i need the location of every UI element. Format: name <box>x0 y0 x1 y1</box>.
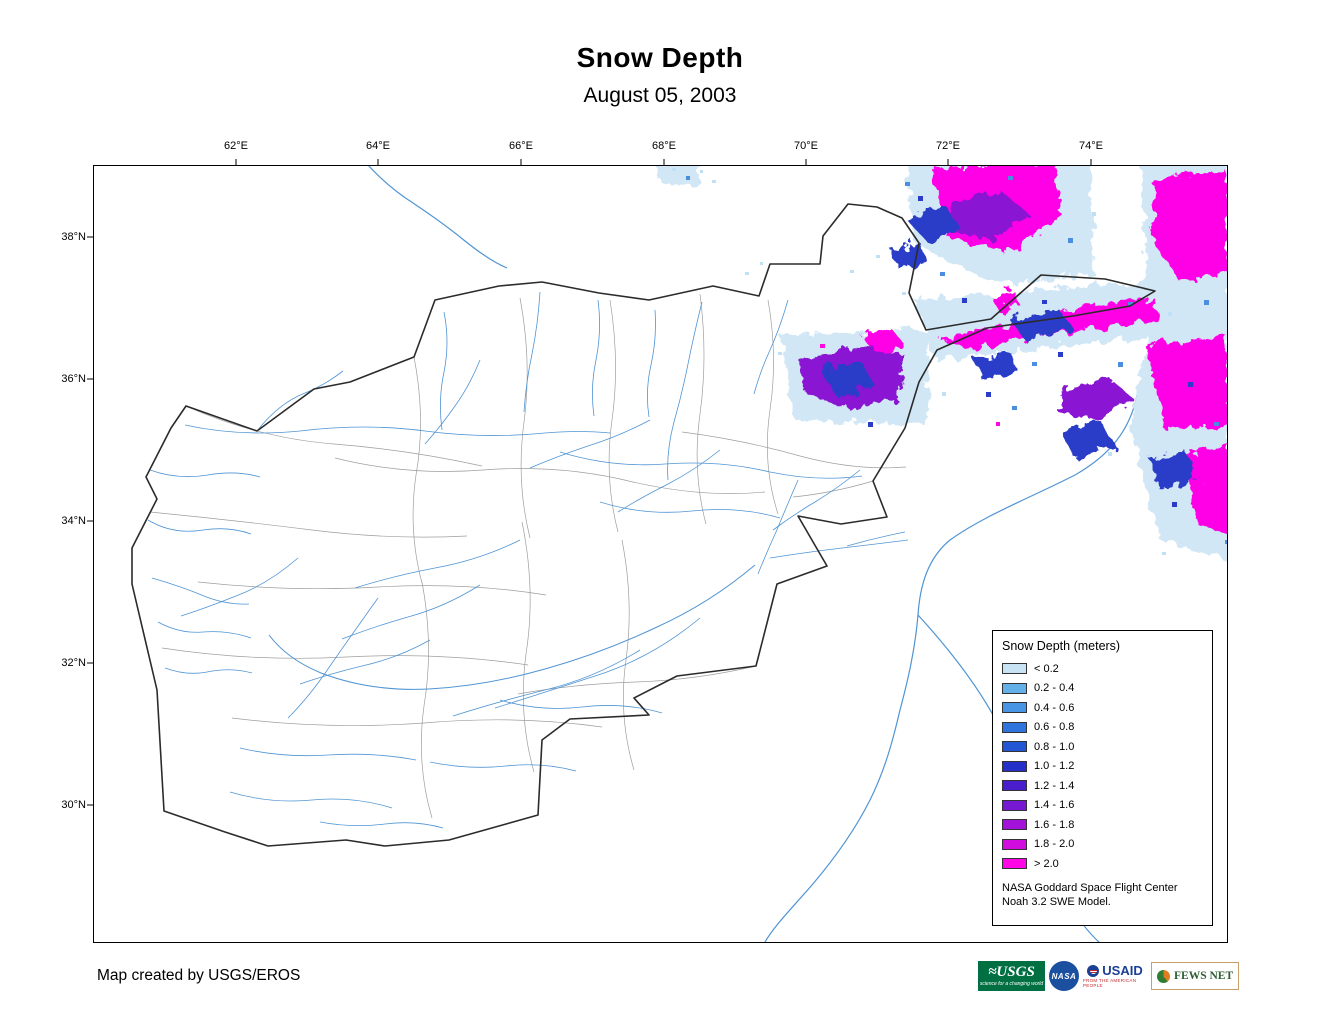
usaid-logo-text: USAID <box>1102 963 1143 978</box>
legend-swatch <box>1002 663 1027 675</box>
legend-item: 0.8 - 1.0 <box>1002 737 1203 757</box>
legend-item: 0.4 - 0.6 <box>1002 698 1203 718</box>
lat-tick-label: 38°N <box>61 231 86 243</box>
legend-attribution: NASA Goddard Space Flight Center Noah 3.… <box>1002 881 1203 909</box>
nasa-logo: NASA <box>1049 961 1079 991</box>
legend-swatch <box>1002 819 1027 831</box>
legend-attribution-line1: NASA Goddard Space Flight Center <box>1002 881 1178 894</box>
rivers-layer <box>147 291 909 829</box>
lon-tick-label: 74°E <box>1079 140 1103 152</box>
legend-attribution-line2: Noah 3.2 SWE Model. <box>1002 895 1111 908</box>
legend-item: 1.8 - 2.0 <box>1002 835 1203 855</box>
lat-tick-label: 34°N <box>61 515 86 527</box>
fewsnet-emblem-icon <box>1157 969 1170 983</box>
legend-item: 1.2 - 1.4 <box>1002 776 1203 796</box>
lon-tick-label: 66°E <box>509 140 533 152</box>
page-subtitle: August 05, 2003 <box>583 84 737 107</box>
legend-title: Snow Depth (meters) <box>1002 639 1121 653</box>
watershed-layer <box>149 293 907 819</box>
legend-item-label: 1.0 - 1.2 <box>1034 760 1075 773</box>
usgs-logo-tagline: science for a changing world <box>979 981 1044 987</box>
lon-tick-label: 64°E <box>366 140 390 152</box>
legend-item-label: 0.2 - 0.4 <box>1034 682 1075 695</box>
usaid-emblem-icon <box>1087 964 1100 977</box>
legend-item: 0.6 - 0.8 <box>1002 718 1203 738</box>
usaid-logo: USAID FROM THE AMERICAN PEOPLE <box>1083 961 1147 991</box>
lon-tick-label: 62°E <box>224 140 248 152</box>
legend-item-label: > 2.0 <box>1034 857 1059 870</box>
lat-tick-label: 32°N <box>61 657 86 669</box>
legend-item: 0.2 - 0.4 <box>1002 679 1203 699</box>
usgs-logo: ≈USGS science for a changing world <box>978 961 1045 991</box>
country-border <box>131 203 1156 847</box>
legend-swatch <box>1002 721 1027 733</box>
nasa-logo-text: NASA <box>1051 971 1077 981</box>
legend-item-label: 0.4 - 0.6 <box>1034 701 1075 714</box>
usaid-logo-tagline: FROM THE AMERICAN PEOPLE <box>1083 978 1137 988</box>
legend-items: < 0.2 0.2 - 0.4 0.4 - 0.6 0.6 - 0.8 0.8 - 1.… <box>1002 659 1203 874</box>
legend-swatch <box>1002 799 1027 811</box>
legend-swatch <box>1002 780 1027 792</box>
legend-item-label: 0.8 - 1.0 <box>1034 740 1075 753</box>
logo-strip: ≈USGS science for a changing world NASA … <box>978 960 1240 992</box>
fewsnet-logo-text: FEWS NET <box>1174 970 1234 982</box>
snow-speckles <box>672 168 1227 555</box>
legend-swatch <box>1002 682 1027 694</box>
lon-tick-label: 70°E <box>794 140 818 152</box>
map-frame <box>87 159 1228 943</box>
usgs-logo-text: ≈USGS <box>988 964 1035 980</box>
legend-swatch <box>1002 702 1027 714</box>
legend-swatch <box>1002 741 1027 753</box>
lon-tick-label: 72°E <box>936 140 960 152</box>
legend-item: 1.6 - 1.8 <box>1002 815 1203 835</box>
legend-item-label: 1.4 - 1.6 <box>1034 799 1075 812</box>
legend-swatch <box>1002 858 1027 870</box>
legend-item: < 0.2 <box>1002 659 1203 679</box>
map-credit: Map created by USGS/EROS <box>97 967 301 984</box>
legend-item-label: < 0.2 <box>1034 662 1059 675</box>
legend-item-label: 0.6 - 0.8 <box>1034 721 1075 734</box>
legend-item: > 2.0 <box>1002 854 1203 874</box>
legend-item-label: 1.6 - 1.8 <box>1034 818 1075 831</box>
lon-tick-label: 68°E <box>652 140 676 152</box>
lat-tick-label: 36°N <box>61 373 86 385</box>
legend-item-label: 1.8 - 2.0 <box>1034 838 1075 851</box>
page-title: Snow Depth <box>576 42 744 73</box>
legend: Snow Depth (meters) < 0.2 0.2 - 0.4 0.4 - … <box>992 630 1213 926</box>
lat-tick-label: 30°N <box>61 799 86 811</box>
legend-item-label: 1.2 - 1.4 <box>1034 779 1075 792</box>
legend-item: 1.0 - 1.2 <box>1002 757 1203 777</box>
snow-raster-layer <box>656 166 1227 560</box>
fewsnet-logo: FEWS NET <box>1151 962 1240 990</box>
legend-swatch <box>1002 838 1027 850</box>
legend-item: 1.4 - 1.6 <box>1002 796 1203 816</box>
legend-swatch <box>1002 760 1027 772</box>
